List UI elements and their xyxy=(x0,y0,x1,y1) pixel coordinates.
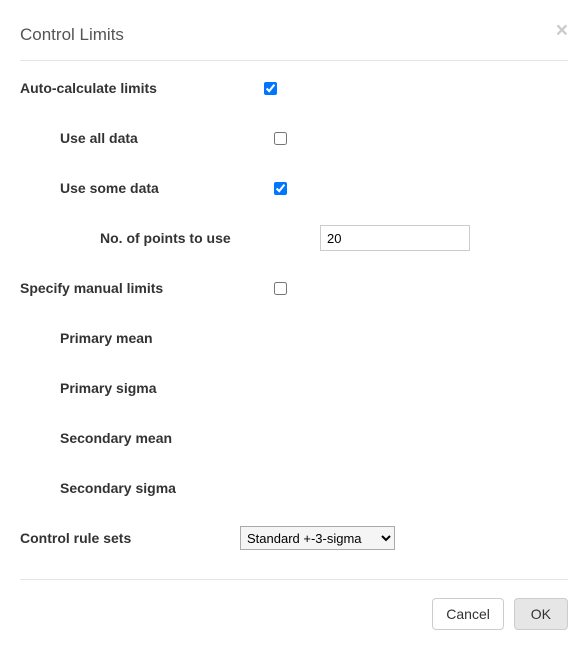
auto-calculate-label: Auto-calculate limits xyxy=(20,80,260,96)
control-rule-sets-control: Standard +-3-sigma xyxy=(240,526,395,550)
specify-manual-checkbox[interactable] xyxy=(274,282,287,295)
specify-manual-control xyxy=(260,279,290,298)
control-rule-sets-row: Control rule sets Standard +-3-sigma xyxy=(20,521,568,555)
use-some-data-checkbox[interactable] xyxy=(274,182,287,195)
use-some-data-control xyxy=(260,179,290,198)
secondary-mean-label: Secondary mean xyxy=(20,430,260,446)
dialog-body: Auto-calculate limits Use all data Use s… xyxy=(20,61,568,579)
close-icon[interactable]: × xyxy=(556,20,568,41)
dialog-footer: Cancel OK xyxy=(20,579,568,630)
primary-mean-row: Primary mean xyxy=(20,321,568,355)
control-rule-sets-select[interactable]: Standard +-3-sigma xyxy=(240,526,395,550)
use-some-data-label: Use some data xyxy=(20,180,260,196)
use-all-data-control xyxy=(260,129,290,148)
no-of-points-control xyxy=(320,225,470,251)
ok-button[interactable]: OK xyxy=(514,598,568,630)
specify-manual-label: Specify manual limits xyxy=(20,280,260,296)
secondary-sigma-label: Secondary sigma xyxy=(20,480,260,496)
control-limits-dialog: Control Limits × Auto-calculate limits U… xyxy=(0,0,588,645)
cancel-button[interactable]: Cancel xyxy=(432,598,504,630)
use-all-data-checkbox[interactable] xyxy=(274,132,287,145)
no-of-points-row: No. of points to use xyxy=(20,221,568,255)
no-of-points-label: No. of points to use xyxy=(20,230,320,246)
use-some-data-row: Use some data xyxy=(20,171,568,205)
auto-calculate-control xyxy=(260,79,280,98)
primary-sigma-label: Primary sigma xyxy=(20,380,260,396)
control-rule-sets-label: Control rule sets xyxy=(20,530,240,546)
secondary-sigma-row: Secondary sigma xyxy=(20,471,568,505)
dialog-header: Control Limits × xyxy=(20,15,568,61)
primary-sigma-row: Primary sigma xyxy=(20,371,568,405)
auto-calculate-checkbox[interactable] xyxy=(264,82,277,95)
auto-calculate-row: Auto-calculate limits xyxy=(20,71,568,105)
no-of-points-input[interactable] xyxy=(320,225,470,251)
secondary-mean-row: Secondary mean xyxy=(20,421,568,455)
use-all-data-row: Use all data xyxy=(20,121,568,155)
use-all-data-label: Use all data xyxy=(20,130,260,146)
dialog-title: Control Limits xyxy=(20,25,568,45)
primary-mean-label: Primary mean xyxy=(20,330,260,346)
specify-manual-row: Specify manual limits xyxy=(20,271,568,305)
